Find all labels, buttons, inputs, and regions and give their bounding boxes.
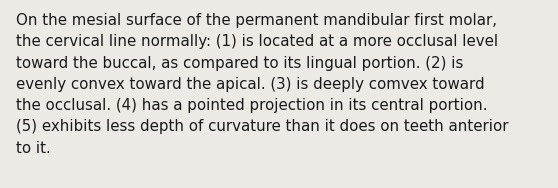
- Text: On the mesial surface of the permanent mandibular first molar,
the cervical line: On the mesial surface of the permanent m…: [16, 13, 508, 156]
